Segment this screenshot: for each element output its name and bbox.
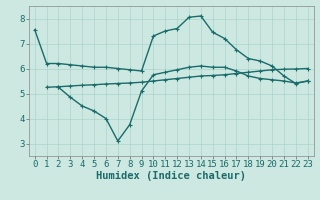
X-axis label: Humidex (Indice chaleur): Humidex (Indice chaleur) xyxy=(96,171,246,181)
